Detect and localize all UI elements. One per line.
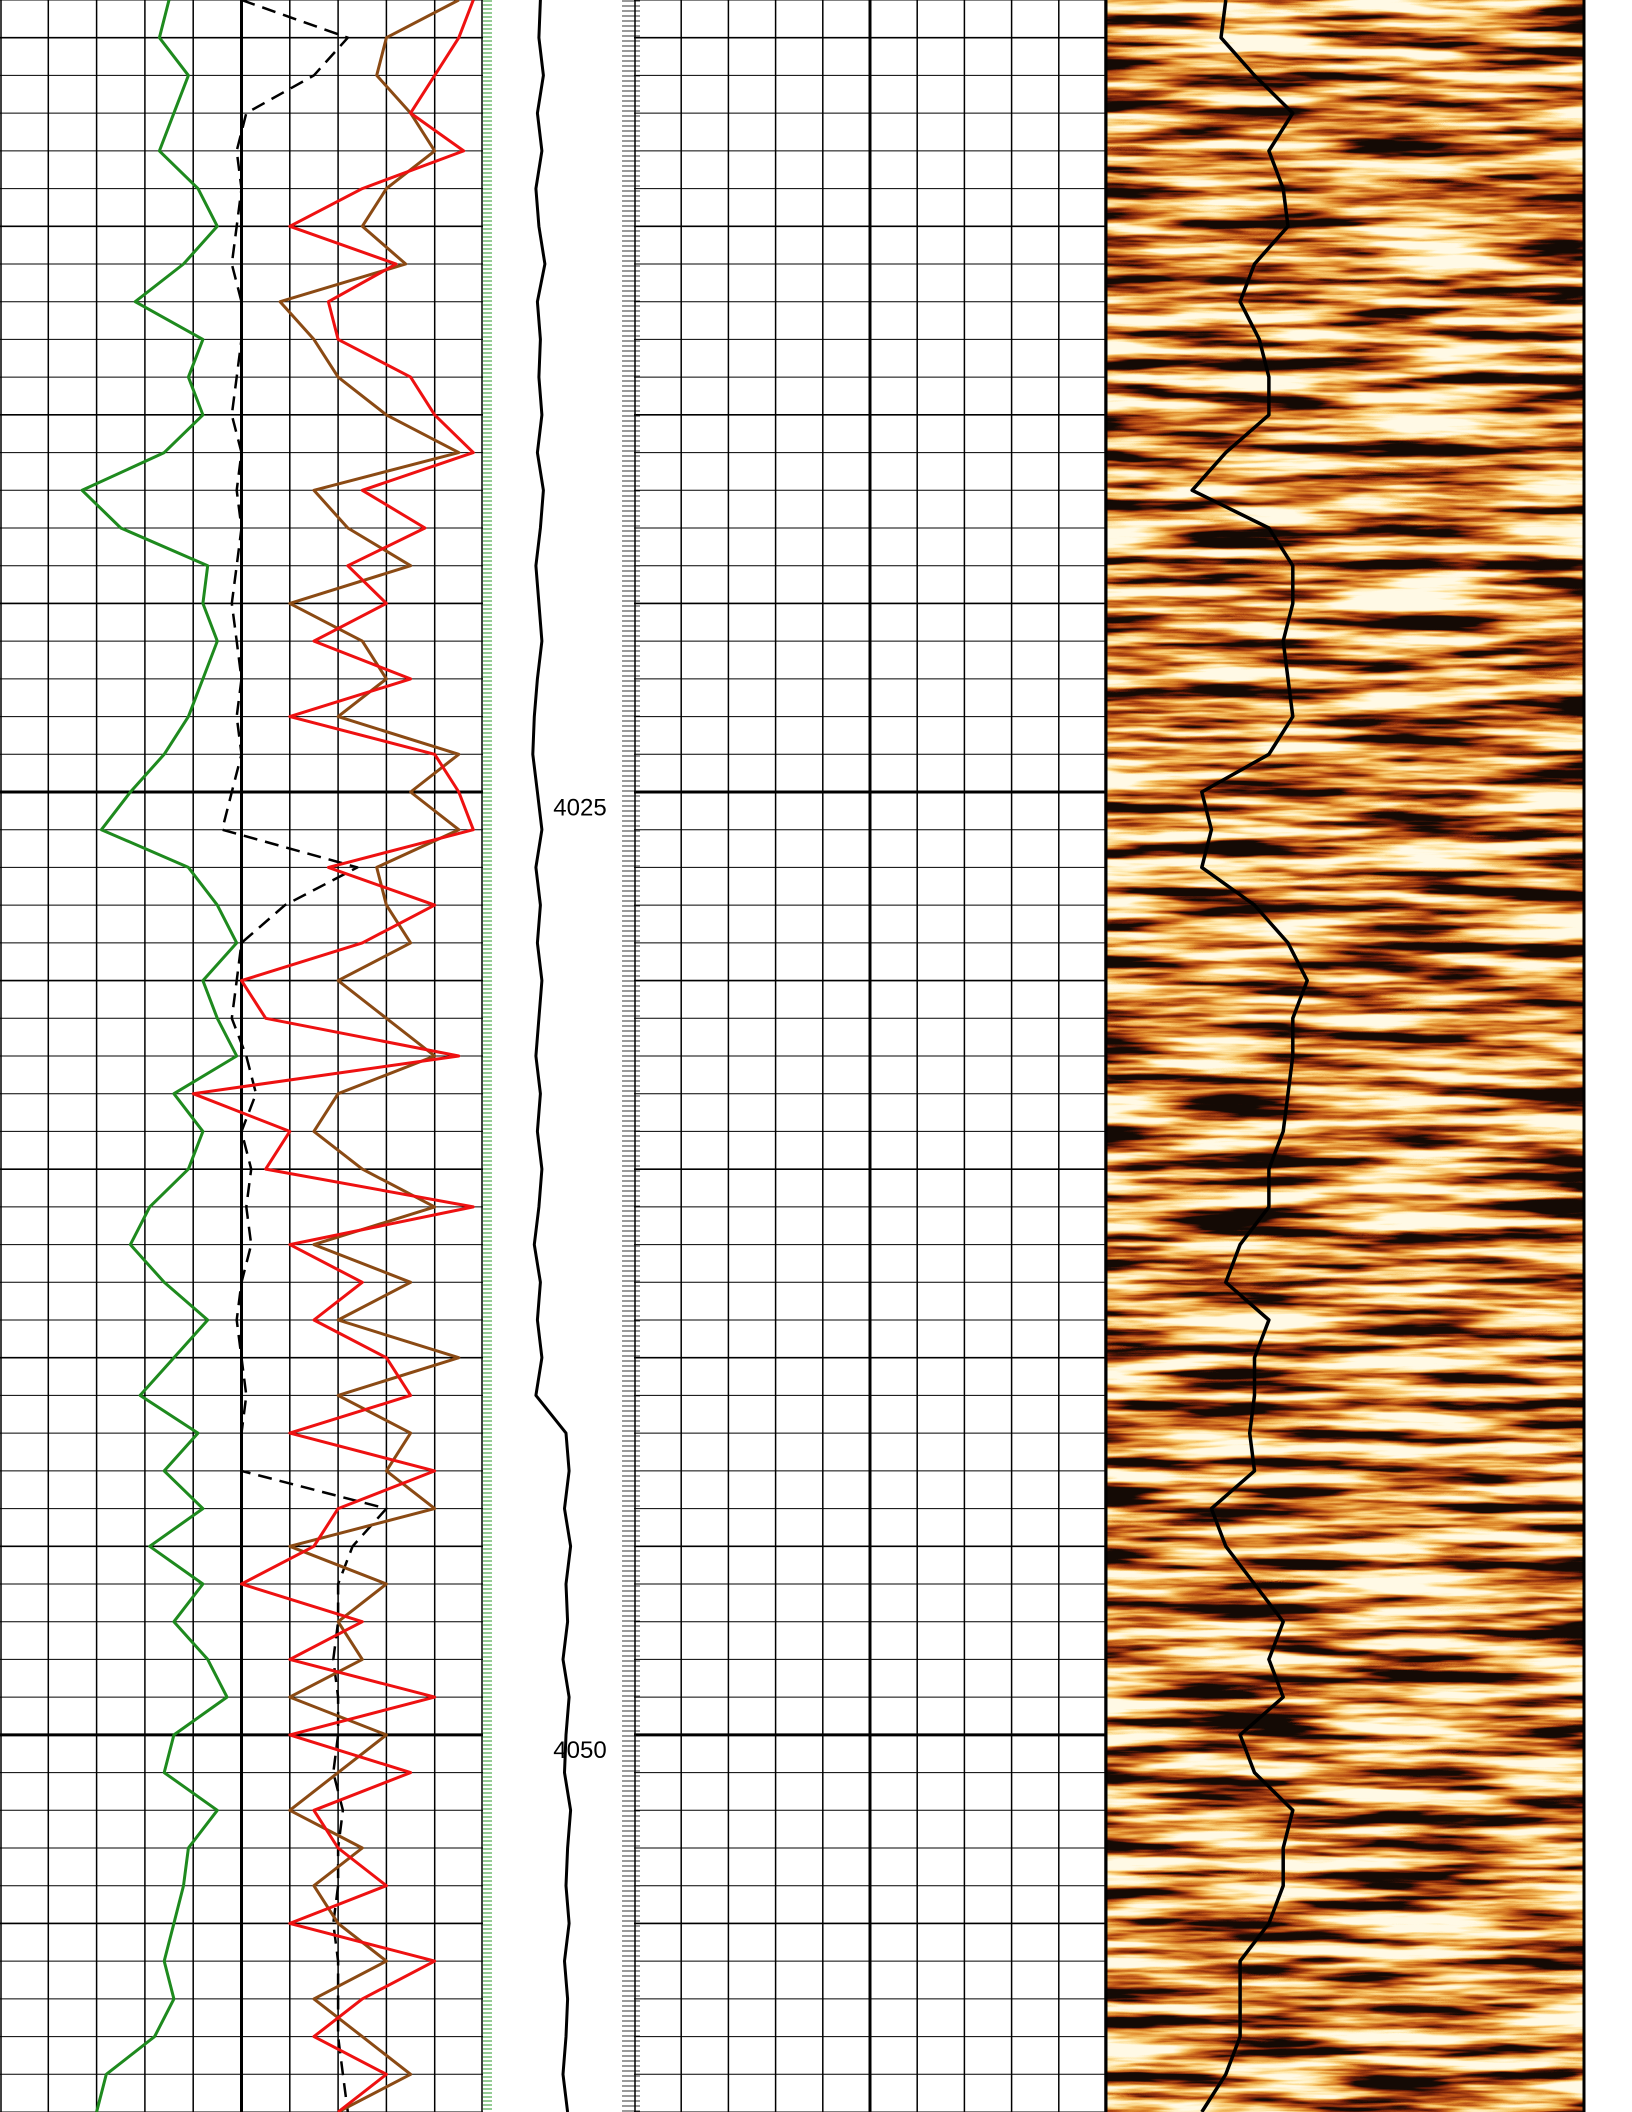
log-curve — [220, 0, 388, 2112]
log-curve — [278, 0, 461, 2112]
image-track — [1106, 0, 1585, 2112]
log-curve — [191, 0, 475, 2112]
log-curve — [80, 0, 239, 2112]
depth-label: 4050 — [553, 1737, 606, 1764]
depth-ticks-green — [483, 0, 492, 2112]
depth-label: 4025 — [553, 794, 606, 821]
log-curve — [1190, 0, 1309, 2112]
log-curve — [531, 0, 573, 2112]
